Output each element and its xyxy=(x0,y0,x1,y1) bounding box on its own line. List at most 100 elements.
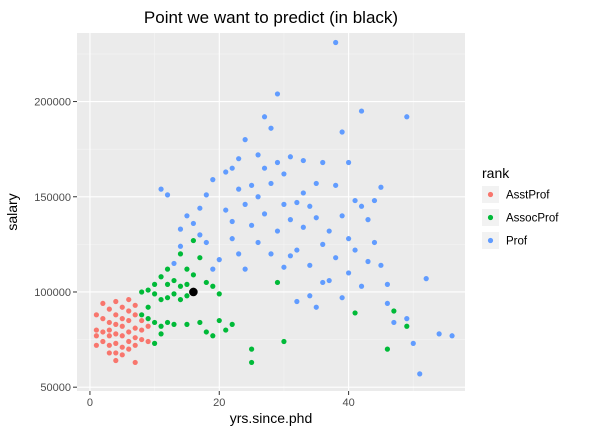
chart-title: Point we want to predict (in black) xyxy=(144,8,398,27)
data-point xyxy=(223,169,229,175)
data-point xyxy=(152,340,158,346)
data-point xyxy=(261,114,268,120)
grid-lines xyxy=(77,33,465,391)
data-point xyxy=(100,329,106,335)
data-point xyxy=(145,304,151,310)
data-point xyxy=(113,331,119,337)
data-point xyxy=(197,205,203,211)
data-point xyxy=(371,239,378,246)
data-point xyxy=(236,186,242,192)
data-point xyxy=(171,260,177,267)
data-point xyxy=(164,192,171,198)
data-point xyxy=(294,199,300,206)
data-point xyxy=(287,217,293,223)
data-point xyxy=(307,203,313,209)
data-point xyxy=(171,277,177,284)
data-point xyxy=(210,177,216,183)
data-point xyxy=(255,194,261,200)
legend-swatch xyxy=(487,191,494,198)
legend-swatch xyxy=(487,237,494,244)
data-point xyxy=(119,333,125,339)
data-point xyxy=(236,251,242,257)
data-point xyxy=(93,327,99,333)
data-point xyxy=(339,213,345,219)
data-point xyxy=(320,241,326,247)
data-point xyxy=(119,323,125,329)
data-point xyxy=(378,184,384,190)
legend-entry-asstprof: AsstProf xyxy=(482,186,550,203)
data-point xyxy=(274,159,281,166)
data-point xyxy=(158,186,164,192)
data-point xyxy=(313,304,319,310)
data-point xyxy=(177,251,184,257)
data-point xyxy=(164,319,171,326)
legend-entry-assocprof: AssocProf xyxy=(482,209,559,226)
data-point xyxy=(158,274,164,280)
data-point xyxy=(152,291,158,297)
data-point xyxy=(184,266,190,272)
data-point xyxy=(352,197,358,204)
data-point xyxy=(139,327,145,333)
y-tick-label: 150000 xyxy=(34,192,71,204)
data-point xyxy=(171,291,177,297)
data-point xyxy=(197,232,203,238)
data-point xyxy=(365,258,371,265)
data-point xyxy=(313,180,319,187)
data-point xyxy=(145,338,151,345)
data-point xyxy=(139,336,145,343)
data-point xyxy=(184,281,190,287)
axes: 0 20 40 50000 100000 150000 200000 xyxy=(34,97,354,409)
data-point xyxy=(358,108,365,114)
data-point xyxy=(346,159,352,166)
data-point xyxy=(391,319,397,326)
data-point xyxy=(184,293,190,299)
data-point xyxy=(126,346,132,352)
data-point xyxy=(333,255,339,261)
data-point xyxy=(274,279,281,286)
data-point xyxy=(384,300,390,307)
data-point xyxy=(274,91,281,97)
data-point xyxy=(255,239,261,246)
data-point xyxy=(158,296,164,303)
data-point xyxy=(113,350,119,356)
data-point xyxy=(106,319,112,326)
data-point xyxy=(113,312,119,318)
legend-label: AssocProf xyxy=(506,213,559,225)
data-point xyxy=(106,306,112,312)
data-point xyxy=(210,283,216,289)
series-assocprof xyxy=(139,237,410,366)
data-point xyxy=(197,255,203,261)
data-point xyxy=(294,247,300,253)
data-point xyxy=(249,346,255,352)
data-point xyxy=(333,39,339,46)
data-point xyxy=(132,335,138,341)
data-point xyxy=(281,338,287,345)
data-point xyxy=(410,340,416,346)
series-asstprof xyxy=(93,296,151,366)
data-point xyxy=(404,316,410,322)
data-point xyxy=(139,312,145,318)
data-point xyxy=(113,340,119,346)
data-point xyxy=(320,279,326,286)
data-point xyxy=(326,277,332,284)
data-point xyxy=(346,236,352,242)
x-tick-label: 40 xyxy=(342,397,354,409)
data-point xyxy=(384,346,390,352)
data-point xyxy=(139,289,145,295)
data-point xyxy=(313,215,319,221)
legend-title: rank xyxy=(482,165,510,181)
data-point xyxy=(281,264,287,270)
data-point xyxy=(126,296,132,303)
data-point xyxy=(132,359,138,366)
data-point xyxy=(358,203,365,209)
y-axis-title: salary xyxy=(4,193,20,230)
data-point xyxy=(255,152,261,158)
data-point xyxy=(371,197,378,204)
data-point xyxy=(113,321,119,327)
data-point xyxy=(268,251,274,257)
data-point xyxy=(404,323,410,329)
data-point xyxy=(190,220,196,227)
data-point xyxy=(281,171,287,177)
